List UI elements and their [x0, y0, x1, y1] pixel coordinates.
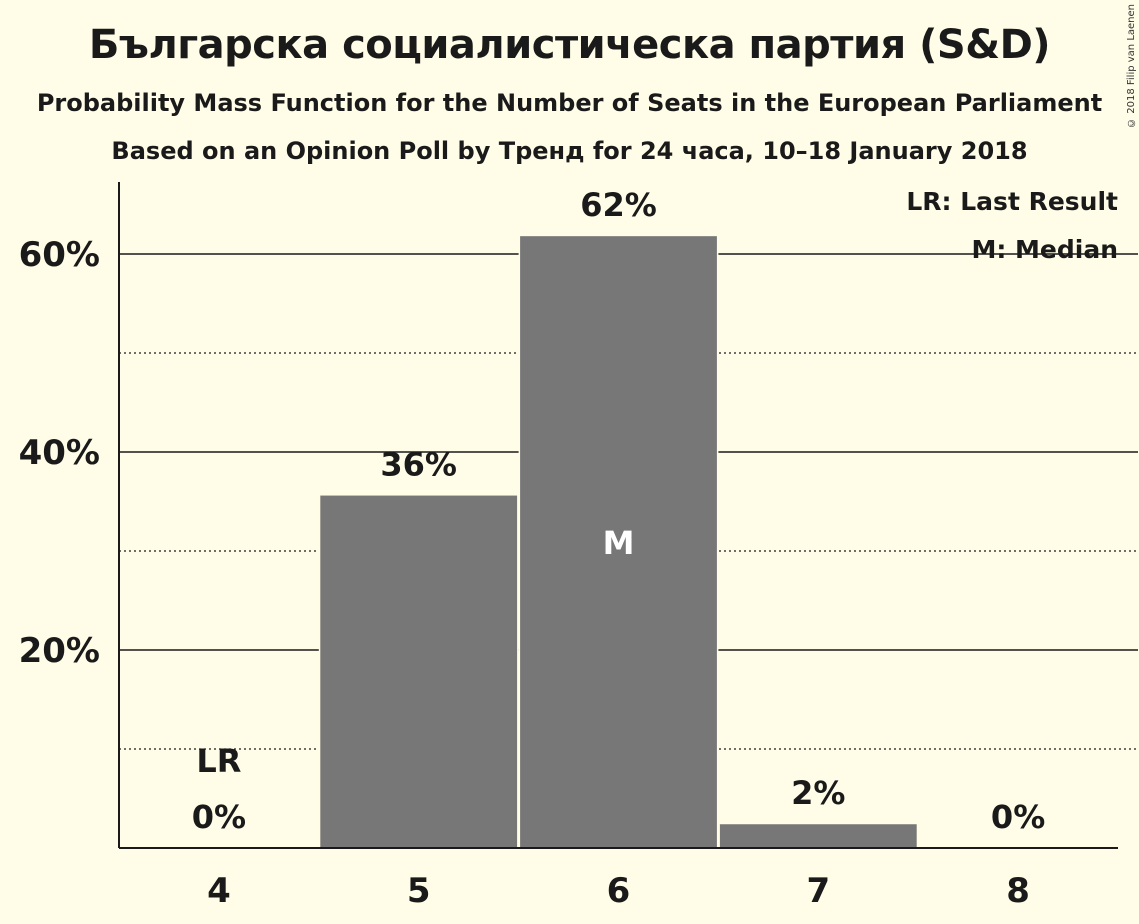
bar-value-label: 36% [380, 446, 457, 484]
bar-labels: 0% LR 36% 62% M 2% 0% [192, 186, 1046, 836]
chart-title: Българска социалистическа партия (S&D) [88, 22, 1051, 68]
y-tick-label: 40% [19, 433, 100, 473]
x-tick-label: 5 [407, 871, 431, 911]
median-marker: M [603, 524, 635, 562]
bar [320, 495, 518, 848]
chart-subtitle: Probability Mass Function for the Number… [36, 89, 1103, 117]
x-tick-label: 4 [207, 871, 231, 911]
bar [719, 824, 917, 848]
legend-median: M: Median [971, 235, 1118, 264]
bar-value-label: 0% [192, 798, 246, 836]
bar-value-label: 0% [991, 798, 1045, 836]
y-tick-label: 60% [19, 235, 100, 275]
bars [318, 233, 919, 848]
bar [520, 236, 717, 848]
axes: 20% 40% 60% 4 5 6 7 8 [19, 182, 1118, 911]
chart-subtitle-source: Based on an Opinion Poll by Тренд for 24… [111, 137, 1028, 165]
x-tick-label: 8 [1006, 871, 1030, 911]
last-result-marker: LR [196, 742, 241, 780]
x-tick-label: 7 [806, 871, 830, 911]
x-tick-label: 6 [607, 871, 631, 911]
y-tick-label: 20% [19, 631, 100, 671]
bar-value-label: 62% [580, 186, 657, 224]
bar-value-label: 2% [791, 774, 845, 812]
legend-last-result: LR: Last Result [906, 187, 1118, 216]
